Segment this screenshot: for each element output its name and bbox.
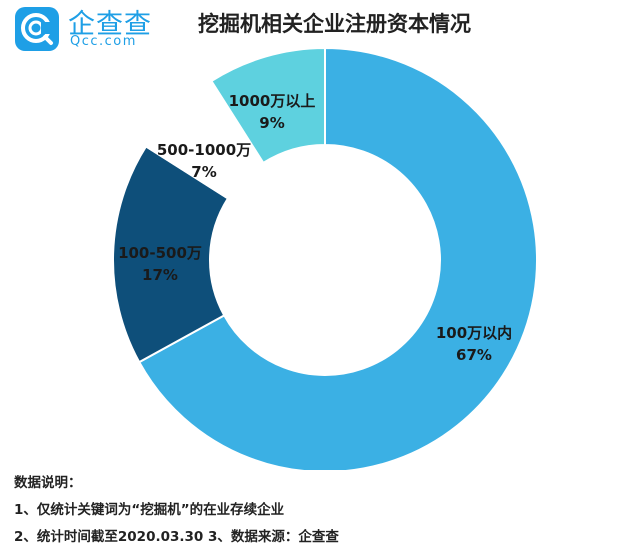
slice-1 [112, 145, 230, 364]
slice-pct-1: 17% [142, 266, 178, 284]
slice-pct-3: 9% [259, 114, 284, 132]
slice-pct-2: 7% [191, 163, 216, 181]
data-notes: 数据说明： 1、仅统计关键词为“挖掘机”的在业存续企业 2、统计时间截至2020… [14, 470, 339, 551]
qcc-logo-icon [15, 7, 59, 51]
header: 企查查 Qcc.com 挖掘机相关企业注册资本情况 [0, 0, 640, 51]
slice-pct-0: 67% [456, 346, 492, 364]
page-title: 挖掘机相关企业注册资本情况 [198, 12, 471, 36]
slice-3 [210, 46, 326, 165]
slice-label-3: 1000万以上 [229, 92, 316, 110]
slice-0 [137, 46, 538, 470]
notes-heading: 数据说明： [14, 475, 82, 491]
slice-label-0: 100万以内 [436, 324, 512, 342]
slice-label-2: 500-1000万 [157, 141, 251, 159]
slice-label-1: 100-500万 [118, 244, 202, 262]
logo-text: 企查查 [68, 9, 152, 40]
logo-domain: Qcc.com [70, 34, 137, 49]
notes-line-1: 1、仅统计关键词为“挖掘机”的在业存续企业 [14, 502, 285, 518]
donut-chart: 100万以内 67% 100-500万 17% 500-1000万 7% 1000万以上 9% [112, 46, 538, 470]
notes-line-2: 2、统计时间截至2020.03.30 3、数据来源：企查查 [14, 529, 339, 545]
